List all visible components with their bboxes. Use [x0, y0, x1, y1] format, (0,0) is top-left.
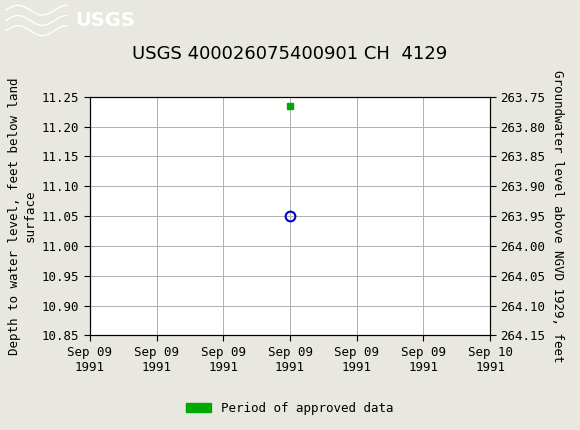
Legend: Period of approved data: Period of approved data [181, 397, 399, 420]
Y-axis label: Depth to water level, feet below land
surface: Depth to water level, feet below land su… [9, 77, 37, 355]
Y-axis label: Groundwater level above NGVD 1929, feet: Groundwater level above NGVD 1929, feet [551, 70, 564, 362]
Text: USGS: USGS [75, 11, 135, 30]
Text: USGS 400026075400901 CH  4129: USGS 400026075400901 CH 4129 [132, 45, 448, 63]
